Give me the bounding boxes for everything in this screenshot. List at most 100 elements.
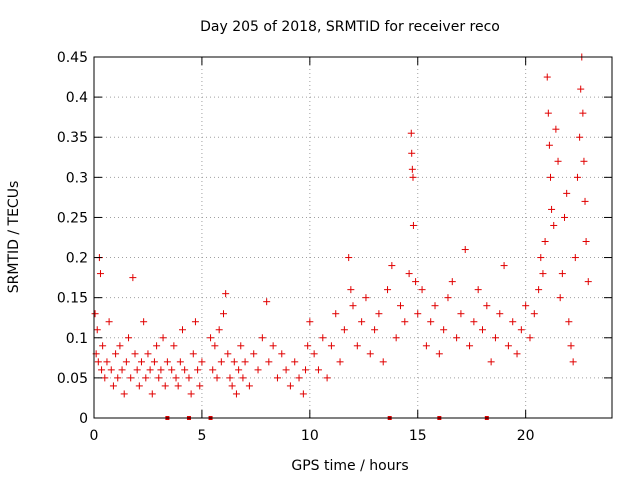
- data-point: [196, 382, 204, 390]
- data-point: [302, 366, 310, 374]
- data-point: [543, 73, 551, 81]
- data-point: [517, 326, 525, 334]
- data-point: [146, 366, 154, 374]
- data-point: [273, 374, 281, 382]
- data-point: [114, 374, 122, 382]
- data-point: [207, 334, 215, 342]
- data-point: [157, 366, 165, 374]
- data-point: [384, 286, 392, 294]
- data-point: [487, 358, 495, 366]
- data-point: [401, 318, 409, 326]
- data-point: [535, 286, 543, 294]
- data-point: [265, 358, 273, 366]
- data-point: [109, 382, 117, 390]
- data-point: [286, 382, 294, 390]
- data-point: [194, 366, 202, 374]
- data-point: [122, 358, 130, 366]
- data-point: [545, 141, 553, 149]
- data-point: [457, 310, 465, 318]
- data-point: [93, 326, 101, 334]
- data-point: [453, 334, 461, 342]
- data-point: [548, 205, 556, 213]
- data-point: [408, 149, 416, 157]
- data-point: [552, 125, 560, 133]
- data-point: [576, 133, 584, 141]
- data-point: [215, 326, 223, 334]
- data-point: [496, 310, 504, 318]
- data-point: [466, 342, 474, 350]
- y-tick-label: 0.45: [57, 50, 88, 66]
- data-point: [405, 270, 413, 278]
- data-point: [209, 366, 217, 374]
- data-point: [228, 382, 236, 390]
- data-point: [509, 318, 517, 326]
- data-point: [537, 254, 545, 262]
- data-point: [470, 318, 478, 326]
- data-point: [392, 334, 400, 342]
- data-point: [347, 286, 355, 294]
- data-point: [569, 358, 577, 366]
- data-point: [245, 382, 253, 390]
- data-point: [396, 302, 404, 310]
- data-point: [291, 358, 299, 366]
- data-point: [235, 366, 243, 374]
- data-point: [581, 197, 589, 205]
- data-point: [226, 374, 234, 382]
- data-point: [362, 294, 370, 302]
- data-point: [176, 358, 184, 366]
- data-point: [163, 358, 171, 366]
- x-tick-label: 15: [409, 428, 427, 444]
- data-point: [112, 350, 120, 358]
- data-point: [98, 366, 106, 374]
- axis-ticks: 0 0.05 0.1 0.15 0.2 0.25 0.3 0.35 0.4 0.45 0 5 10 15 2…: [57, 50, 612, 444]
- data-point: [409, 173, 417, 181]
- data-point: [116, 342, 124, 350]
- data-point: [558, 270, 566, 278]
- data-point: [299, 390, 307, 398]
- data-point: [479, 326, 486, 334]
- data-point: [306, 318, 314, 326]
- data-point: [127, 374, 135, 382]
- data-point: [118, 366, 126, 374]
- x-tick-label: 0: [90, 428, 99, 444]
- data-point: [174, 382, 182, 390]
- data-point: [580, 157, 588, 165]
- y-tick-label: 0.1: [66, 331, 88, 347]
- data-point: [371, 326, 379, 334]
- data-point: [250, 350, 258, 358]
- x-tick-label: 10: [301, 428, 319, 444]
- data-point: [375, 310, 383, 318]
- data-point: [278, 350, 286, 358]
- data-point: [539, 270, 547, 278]
- data-point: [366, 350, 374, 358]
- data-point: [282, 366, 290, 374]
- data-point: [120, 390, 128, 398]
- data-point: [314, 366, 322, 374]
- data-point: [567, 342, 575, 350]
- data-point: [230, 358, 238, 366]
- data-point: [319, 334, 327, 342]
- data-point: [137, 358, 145, 366]
- data-point: [541, 238, 549, 246]
- x-tick-label: 20: [517, 428, 535, 444]
- data-point: [563, 189, 571, 197]
- data-point: [269, 342, 277, 350]
- y-tick-label: 0.15: [57, 291, 88, 307]
- data-point: [239, 374, 247, 382]
- data-point: [340, 326, 348, 334]
- x-axis-label: GPS time / hours: [291, 458, 408, 474]
- data-point: [185, 374, 193, 382]
- data-point: [530, 310, 538, 318]
- data-point: [573, 173, 581, 181]
- data-point: [582, 238, 590, 246]
- data-point: [461, 246, 469, 254]
- x-tick-label: 5: [197, 428, 206, 444]
- data-point: [161, 382, 169, 390]
- y-tick-label: 0.25: [57, 210, 88, 226]
- data-point: [336, 358, 344, 366]
- data-point: [577, 85, 585, 93]
- data-point: [241, 358, 249, 366]
- plot-frame: [93, 56, 613, 419]
- data-point: [172, 374, 180, 382]
